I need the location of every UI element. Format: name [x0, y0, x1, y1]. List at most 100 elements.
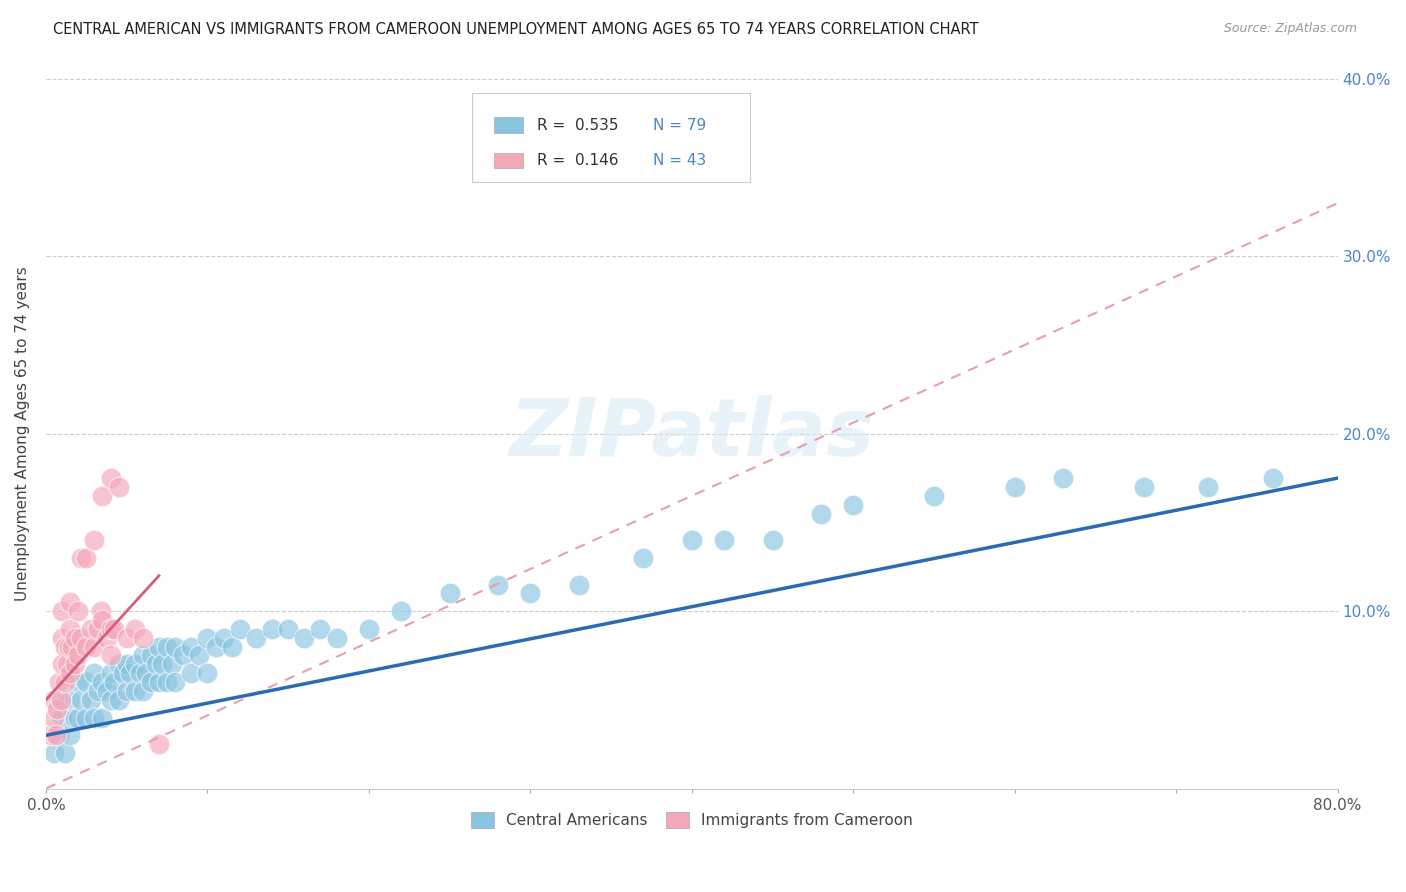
Point [148, 675, 170, 690]
Point [115, 684, 138, 698]
Point [124, 657, 146, 672]
Point [107, 657, 129, 672]
Point [91, 489, 114, 503]
Point [118, 666, 141, 681]
Point [439, 586, 461, 600]
Point [150, 657, 173, 672]
Point [80, 693, 103, 707]
Point [96, 684, 118, 698]
Point [53, 675, 76, 690]
Point [165, 675, 187, 690]
Point [39, 728, 62, 742]
Point [165, 640, 187, 654]
Point [1261, 471, 1284, 485]
FancyBboxPatch shape [472, 93, 749, 182]
Text: N = 79: N = 79 [652, 118, 706, 133]
Text: Source: ZipAtlas.com: Source: ZipAtlas.com [1223, 22, 1357, 36]
Point [180, 666, 202, 681]
FancyBboxPatch shape [494, 153, 523, 169]
Point [1004, 480, 1026, 494]
Point [633, 550, 655, 565]
Point [204, 640, 226, 654]
Point [132, 631, 155, 645]
Point [1133, 480, 1156, 494]
Point [46, 702, 69, 716]
Point [107, 480, 129, 494]
Point [135, 666, 157, 681]
Point [59, 728, 82, 742]
Point [107, 693, 129, 707]
Point [486, 577, 509, 591]
Point [48, 728, 70, 742]
Point [139, 675, 162, 690]
Point [197, 631, 219, 645]
Point [60, 640, 83, 654]
Point [67, 675, 90, 690]
Point [59, 595, 82, 609]
Point [42, 710, 65, 724]
Y-axis label: Unemployment Among Ages 65 to 74 years: Unemployment Among Ages 65 to 74 years [15, 267, 30, 601]
Point [75, 710, 97, 724]
Point [389, 604, 412, 618]
Point [139, 648, 162, 663]
Point [245, 631, 267, 645]
Point [172, 648, 194, 663]
Point [58, 640, 80, 654]
Point [309, 622, 332, 636]
Point [100, 622, 122, 636]
Point [83, 710, 105, 724]
Point [59, 693, 82, 707]
Point [148, 640, 170, 654]
Point [180, 640, 202, 654]
Point [83, 666, 105, 681]
Point [67, 648, 90, 663]
Point [160, 657, 183, 672]
Point [188, 648, 211, 663]
Point [70, 550, 93, 565]
Point [86, 622, 108, 636]
Point [115, 657, 138, 672]
Point [128, 666, 150, 681]
FancyBboxPatch shape [494, 118, 523, 133]
Point [91, 710, 114, 724]
Point [922, 489, 945, 503]
Point [83, 533, 105, 548]
Point [63, 631, 86, 645]
Point [325, 631, 347, 645]
Point [63, 710, 86, 724]
Text: ZIPatlas: ZIPatlas [509, 395, 875, 473]
Point [103, 622, 125, 636]
Point [53, 640, 76, 654]
Point [59, 622, 82, 636]
Point [91, 613, 114, 627]
Point [45, 728, 67, 742]
Point [63, 657, 86, 672]
Point [83, 640, 105, 654]
Point [148, 737, 170, 751]
Point [51, 604, 73, 618]
Point [67, 710, 90, 724]
Text: N = 43: N = 43 [652, 153, 706, 168]
Text: R =  0.535: R = 0.535 [537, 118, 619, 133]
Point [96, 631, 118, 645]
Point [260, 622, 283, 636]
Point [100, 693, 122, 707]
Point [42, 693, 65, 707]
Point [112, 666, 135, 681]
Point [1052, 471, 1074, 485]
Text: R =  0.146: R = 0.146 [537, 153, 619, 168]
Point [132, 648, 155, 663]
Point [67, 604, 90, 618]
Point [277, 622, 299, 636]
Point [75, 550, 97, 565]
Point [80, 622, 103, 636]
Point [681, 533, 703, 548]
Point [49, 693, 72, 707]
Point [568, 577, 591, 591]
Point [86, 684, 108, 698]
Point [761, 533, 783, 548]
Point [197, 666, 219, 681]
Point [56, 657, 79, 672]
Point [124, 622, 146, 636]
Point [132, 684, 155, 698]
